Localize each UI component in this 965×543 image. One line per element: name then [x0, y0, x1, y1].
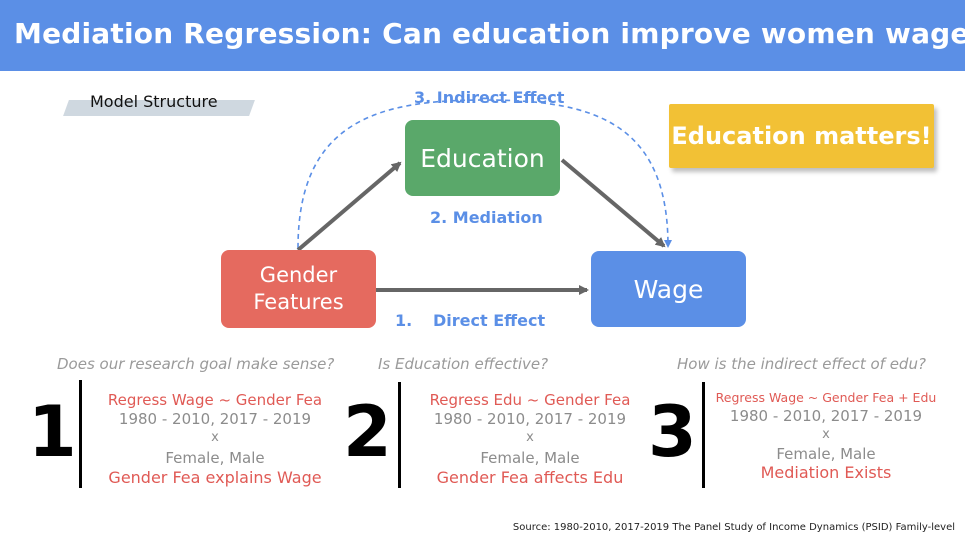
direct-effect-number: 1. [395, 311, 413, 330]
title-bar: Mediation Regression: Can education impr… [0, 0, 965, 71]
source-note: Source: 1980-2010, 2017-2019 The Panel S… [512, 522, 955, 533]
step-3-groups: Female, Male [776, 445, 876, 463]
callout-text: Education matters! [671, 122, 932, 150]
indirect-effect-label: 3. Indirect Effect [414, 88, 565, 107]
mediation-label: 2. Mediation [430, 208, 543, 227]
step-1-divider [79, 380, 82, 488]
step-1-x: x [211, 430, 219, 445]
step-1-years: 1980 - 2010, 2017 - 2019 [118, 410, 312, 428]
step-1-regression: Regress Wage ~ Gender Fea [107, 391, 323, 409]
step-2-years: 1980 - 2010, 2017 - 2019 [433, 410, 627, 428]
step-3-conclusion: Mediation Exists [760, 463, 892, 482]
page-title: Mediation Regression: Can education impr… [14, 17, 965, 50]
model-structure-label: Model Structure [90, 92, 218, 111]
wage-node-label: Wage [633, 274, 704, 304]
step-3-regression: Regress Wage ~ Gender Fea + Edu [715, 390, 937, 405]
step-2-question: Is Education effective? [378, 355, 549, 373]
step-1-number: 1 [28, 391, 77, 473]
gender-features-node: Gender Features [221, 250, 376, 328]
step-3-x: x [822, 427, 830, 442]
step-2-x: x [526, 430, 534, 445]
arrow-gender-to-education [296, 161, 402, 252]
step-2-groups: Female, Male [480, 449, 580, 467]
step-2-divider [398, 382, 401, 488]
step-2-regression: Regress Edu ~ Gender Fea [429, 391, 631, 409]
step-3-years: 1980 - 2010, 2017 - 2019 [729, 407, 923, 425]
step-1-question: Does our research goal make sense? [57, 355, 335, 373]
step-2-conclusion: Gender Fea affects Edu [436, 468, 624, 487]
education-node-label: Education [420, 143, 545, 173]
step-3-divider [702, 382, 705, 488]
education-matters-callout: Education matters! [669, 104, 934, 168]
wage-node: Wage [591, 251, 746, 327]
arrow-education-to-wage [560, 158, 666, 248]
step-3-question: How is the indirect effect of edu? [677, 355, 926, 373]
gender-node-label-line2: Features [253, 290, 344, 314]
direct-effect-label: Direct Effect [433, 311, 546, 330]
step-1-conclusion: Gender Fea explains Wage [108, 468, 322, 487]
education-node: Education [405, 120, 560, 196]
step-3-number: 3 [648, 391, 697, 473]
step-1-groups: Female, Male [165, 449, 265, 467]
gender-node-label-line1: Gender [259, 263, 338, 287]
step-2-number: 2 [343, 391, 392, 473]
